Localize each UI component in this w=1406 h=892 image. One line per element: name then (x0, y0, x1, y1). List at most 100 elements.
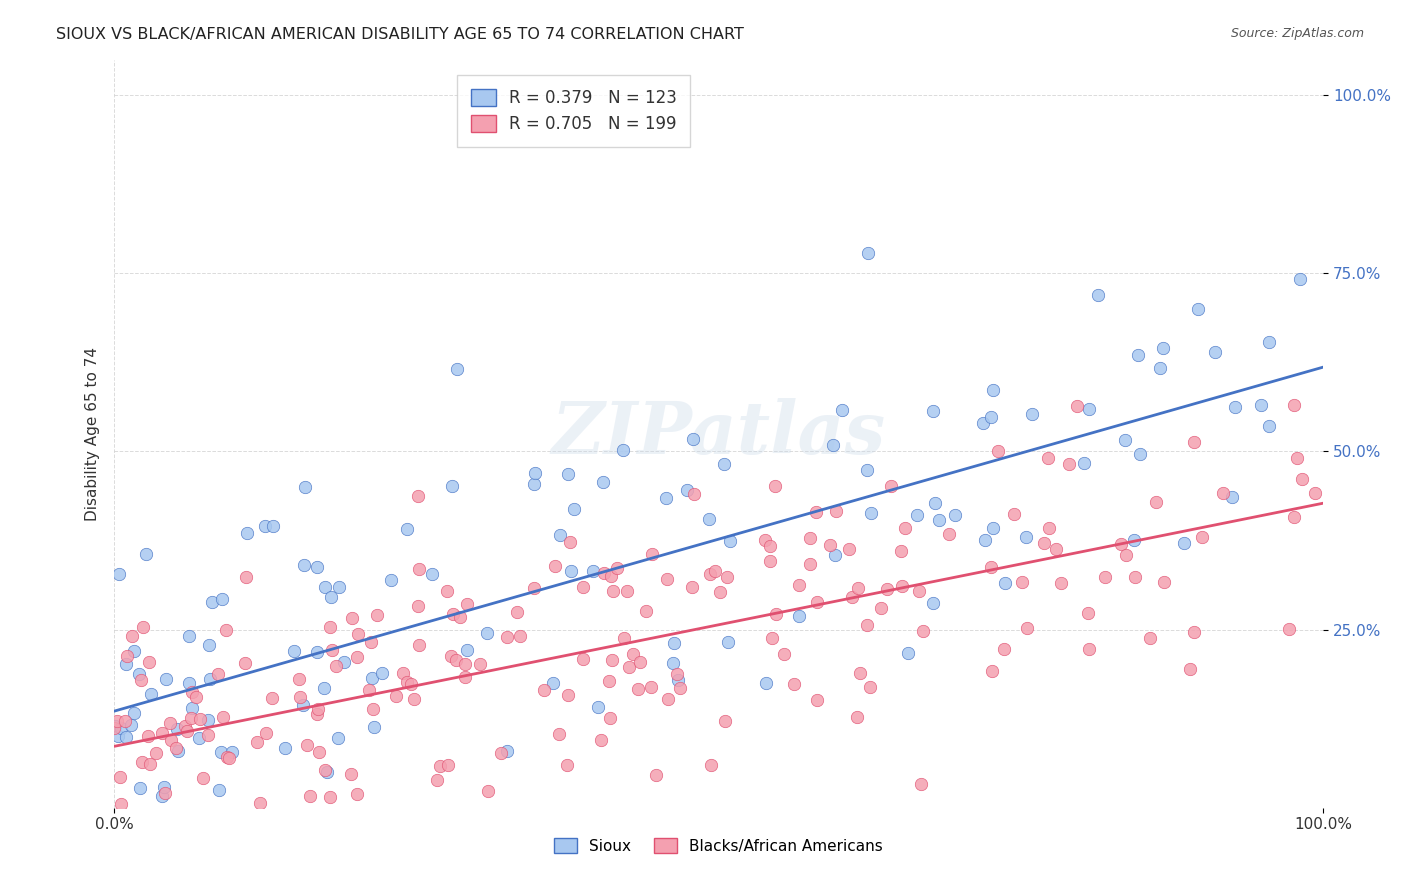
Point (763, 479, 786, 493)
Point (122, 644, 145, 658)
Point (523, 581, 546, 595)
Point (806, 693, 828, 707)
Point (717, 635, 740, 649)
Point (104, 719, 127, 733)
Point (346, 787, 368, 801)
Point (254, 726, 277, 740)
Point (429, 758, 451, 772)
Point (1021, 407, 1043, 421)
Point (155, 672, 177, 686)
Point (197, 714, 219, 728)
Point (541, 676, 564, 690)
Point (314, 763, 336, 777)
Point (974, 533, 997, 548)
Point (831, 402, 853, 417)
Point (754, 533, 776, 548)
Point (856, 245, 879, 260)
Point (981, 664, 1004, 678)
Point (408, 562, 430, 576)
Point (783, 677, 806, 691)
Point (838, 542, 860, 557)
Point (557, 467, 579, 481)
Point (146, 849, 169, 863)
Point (928, 513, 950, 527)
Point (114, 657, 136, 671)
Point (1087, 287, 1109, 301)
Point (491, 746, 513, 760)
Point (981, 520, 1004, 534)
Point (1049, 576, 1071, 591)
Point (662, 657, 685, 671)
Point (683, 487, 706, 501)
Point (789, 578, 811, 592)
Point (1038, 521, 1060, 535)
Point (1057, 458, 1080, 472)
Point (292, 558, 315, 572)
Point (621, 647, 644, 661)
Point (209, 745, 232, 759)
Point (107, 729, 129, 743)
Point (980, 560, 1002, 574)
Point (441, 607, 464, 621)
Point (1286, 451, 1309, 466)
Point (860, 506, 883, 520)
Point (321, 642, 343, 657)
Point (312, 681, 335, 695)
Point (804, 505, 827, 519)
Point (1077, 606, 1099, 620)
Point (548, 527, 571, 541)
Point (288, 672, 311, 686)
Point (294, 822, 316, 837)
Point (165, 741, 187, 756)
Point (468, 657, 491, 671)
Point (910, 777, 932, 791)
Point (855, 463, 877, 477)
Point (972, 416, 994, 430)
Point (558, 534, 581, 549)
Point (1144, 495, 1167, 509)
Point (139, 756, 162, 771)
Point (1073, 456, 1095, 470)
Point (177, 676, 200, 690)
Point (571, 652, 593, 666)
Point (406, 489, 429, 503)
Point (598, 673, 620, 688)
Point (385, 689, 408, 703)
Point (714, 714, 737, 729)
Point (1078, 642, 1101, 657)
Point (1123, 570, 1146, 584)
Point (1220, 490, 1243, 504)
Point (682, 432, 704, 446)
Point (593, 566, 616, 581)
Point (200, 672, 222, 686)
Point (449, 610, 471, 624)
Point (291, 698, 314, 713)
Point (544, 559, 567, 574)
Point (132, 824, 155, 838)
Point (987, 443, 1010, 458)
Point (262, 518, 284, 533)
Point (188, 731, 211, 745)
Point (1212, 486, 1234, 500)
Point (495, 744, 517, 758)
Point (938, 526, 960, 541)
Point (114, 714, 136, 729)
Point (703, 564, 725, 578)
Point (709, 584, 731, 599)
Point (108, 566, 131, 581)
Point (477, 783, 499, 797)
Point (150, 725, 173, 739)
Point (1149, 361, 1171, 376)
Point (104, 808, 127, 822)
Point (128, 666, 150, 681)
Point (1111, 537, 1133, 551)
Point (346, 627, 368, 641)
Text: SIOUX VS BLACK/AFRICAN AMERICAN DISABILITY AGE 65 TO 74 CORRELATION CHART: SIOUX VS BLACK/AFRICAN AMERICAN DISABILI… (56, 27, 744, 42)
Point (922, 404, 945, 418)
Point (787, 608, 810, 623)
Point (617, 660, 640, 674)
Point (1182, 624, 1205, 639)
Point (664, 636, 686, 650)
Point (1077, 401, 1099, 416)
Point (908, 583, 931, 598)
